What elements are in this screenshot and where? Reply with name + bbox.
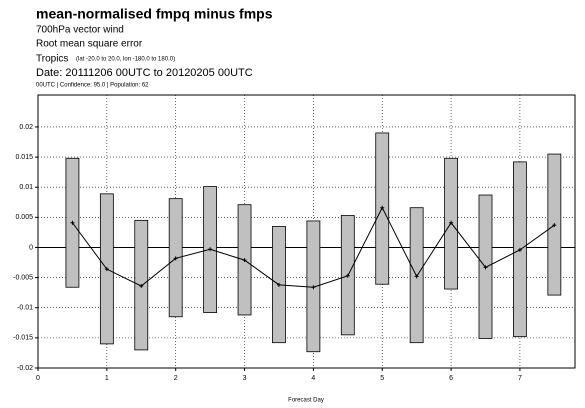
plot-frame (37, 94, 576, 369)
mean-marker (414, 274, 419, 279)
mean-marker (311, 285, 316, 290)
subtitle: Root mean square error (36, 39, 143, 50)
mean-marker (276, 282, 281, 287)
y-tick-label: 0.005 (15, 214, 33, 221)
date: Date: 20111206 00UTC to 20120205 00UTC (36, 67, 253, 79)
x-tick-label: 1 (105, 375, 109, 382)
y-tick-label: -0.02 (17, 365, 33, 372)
x-tick-label: 6 (449, 375, 453, 382)
chart-title: mean-normalised fmpq minus fmps (36, 6, 273, 22)
mean-marker (139, 284, 144, 289)
region-detail: (lat -20.0 to 20.0, lon -180.0 to 180.0) (76, 57, 175, 63)
y-tick-label: 0.01 (19, 184, 33, 191)
x-tick-label: 3 (243, 375, 247, 382)
x-axis-label: Forecast Day (288, 398, 324, 404)
mean-marker (380, 205, 385, 210)
note: 00UTC | Confidence: 95.0 | Population: 6… (36, 83, 149, 89)
mean-marker (70, 220, 75, 225)
region: Tropics (36, 54, 68, 65)
mean-marker (345, 273, 350, 278)
y-tick-label: -0.01 (17, 305, 33, 312)
mean-marker (517, 247, 522, 252)
x-tick-label: 4 (311, 375, 315, 382)
y-tick-label: 0.02 (19, 124, 33, 131)
x-tick-label: 7 (518, 375, 522, 382)
mean-marker (242, 258, 247, 263)
mean-marker (173, 256, 178, 261)
y-tick-label: -0.015 (13, 335, 33, 342)
x-tick-label: 5 (380, 375, 384, 382)
y-tick-label: 0.015 (15, 154, 33, 161)
mean-marker (208, 247, 213, 252)
y-tick-label: 0 (29, 244, 33, 251)
mean-marker (552, 223, 557, 228)
x-tick-label: 2 (174, 375, 178, 382)
x-tick-label: 0 (36, 375, 40, 382)
mean-marker (104, 267, 109, 272)
y-tick-label: -0.005 (13, 274, 33, 281)
mean-marker (483, 265, 488, 270)
subtitle: 700hPa vector wind (36, 25, 124, 36)
mean-marker (449, 220, 454, 225)
